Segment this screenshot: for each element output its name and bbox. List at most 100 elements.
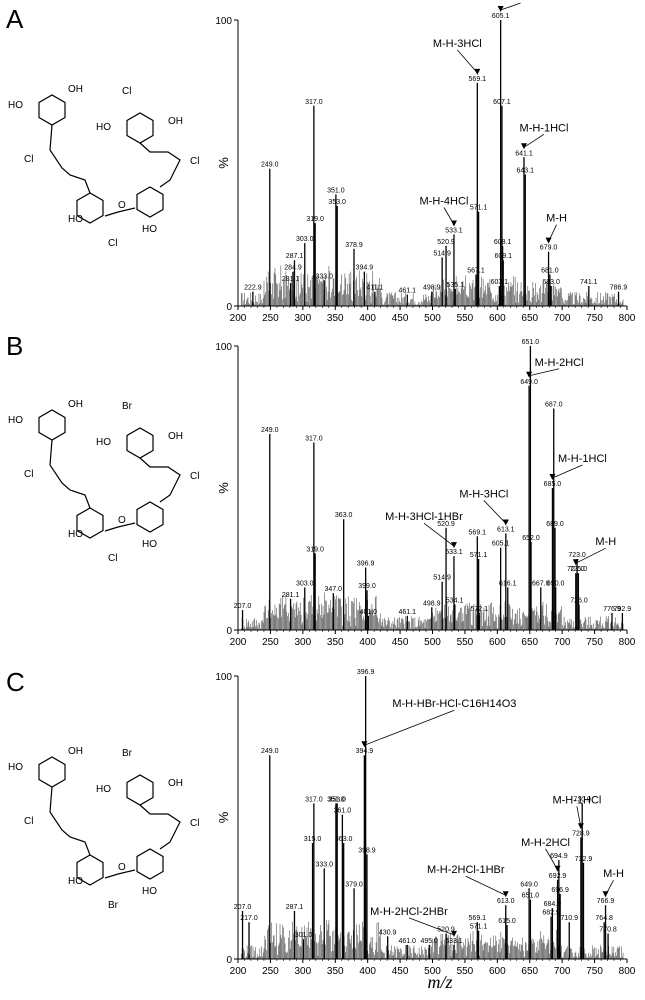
peak-label: 616.1 [499,580,517,587]
peak-label: 317.0 [305,796,323,803]
peak-label: 603.1 [491,279,509,286]
peak-label: 217.0 [240,915,258,922]
peak-label: 353.0 [328,796,346,803]
ring-1 [38,94,66,126]
x-tick-label: 250 [262,313,279,324]
atom-label: Cl [108,553,117,564]
peak-label: 721.0 [567,566,585,573]
peak-label: 401.0 [360,609,378,616]
ion-annotation: M-H-HBr-HCl-C16H14O3 [392,698,516,710]
ion-arrow [500,2,521,11]
y-axis-title: % [216,482,231,494]
ion-annotation: M-H-2HCl [535,357,584,369]
x-tick-label: 700 [554,313,571,324]
atom-label: O [118,862,126,873]
peak-label: 643.1 [517,167,535,174]
ion-annotation: M-H-1HCl [520,122,569,134]
x-tick-label: 300 [294,966,311,977]
chain-2 [139,457,181,503]
y-axis-title: % [216,811,231,823]
ring-1 [38,756,66,788]
atom-label: Cl [108,238,117,249]
y-axis-title: % [216,157,231,169]
peak-label: 690.0 [547,580,565,587]
peak-label: 533.1 [445,549,463,556]
peak-label: 347.0 [325,586,343,593]
x-tick-label: 550 [457,966,474,977]
ion-arrowhead [520,143,527,150]
ion-annotation: M-H-3HCl [459,488,508,500]
ion-arrow [465,875,506,896]
peak-label: 684.9 [544,901,562,908]
atom-label: Br [122,401,133,412]
peak-label: 608.1 [494,239,512,246]
peak-label: 319.0 [306,216,324,223]
peak-label: 687.0 [545,401,563,408]
ion-arrow [552,464,583,479]
peak-label: 651.0 [522,339,540,346]
x-tick-label: 400 [359,313,376,324]
ion-arrow [575,547,606,564]
atom-label: OH [168,431,183,442]
x-tick-label: 500 [424,637,441,648]
peak-label: 571.1 [470,552,488,559]
atom-label: Cl [122,86,131,97]
peak-label: 430.9 [379,929,397,936]
peak-label: 396.9 [357,669,375,676]
atom-label: HO [68,876,83,887]
x-tick-label: 700 [554,637,571,648]
ring-3 [76,507,104,539]
ion-annotation: M-H-2HCl-1HBr [427,864,505,876]
x-tick-label: 450 [392,966,409,977]
peak-label: 520.9 [437,521,455,528]
peak-label: 569.1 [469,529,487,536]
ion-arrowhead [545,237,552,244]
peak-label: 363.0 [335,836,353,843]
ring-4 [136,848,164,880]
peak-label: 786.9 [610,285,628,292]
peak-label: 792.9 [614,606,632,613]
x-tick-label: 600 [489,966,506,977]
x-tick-label: 300 [294,637,311,648]
ion-arrowhead [450,220,457,227]
peak-label: 222.9 [244,285,262,292]
atom-label: OH [168,778,183,789]
peak-label: 682.9 [542,910,560,917]
ion-annotation: M-H-2HCl-2HBr [370,906,448,918]
x-tick-label: 600 [489,637,506,648]
peak-label: 607.1 [493,99,511,106]
ion-annotation: M-H-1HCl [558,453,607,465]
peak-label: 207.0 [234,904,252,911]
ether-bond [104,207,136,217]
peak-label: 301.0 [295,932,313,939]
peak-label: 287.1 [286,904,304,911]
atom-label: Cl [24,469,33,480]
ion-annotation: M-H-2HCl [496,0,545,3]
ion-annotation: M-H-1HCl [552,794,601,806]
ion-arrow [523,133,545,148]
chain-1 [49,786,91,856]
atom-label: HO [96,122,111,133]
chain-1 [49,124,91,194]
atom-label: Cl [190,818,199,829]
x-tick-label: 350 [327,313,344,324]
peak-label: 685.0 [544,481,562,488]
atom-label: HO [8,415,23,426]
x-tick-label: 650 [521,313,538,324]
peak-label: 571.1 [470,205,488,212]
ion-arrow [529,368,560,377]
y-tick-label: 0 [226,302,232,313]
peak-label: 651.0 [522,893,540,900]
panel-letter-b: B [6,331,23,361]
x-tick-label: 300 [294,313,311,324]
atom-label: Br [108,900,119,911]
peak-label: 652.0 [522,535,540,542]
atom-label: HO [68,529,83,540]
peak-label: 533.1 [445,938,463,945]
peak-label: 495.0 [420,938,438,945]
atom-label: OH [68,399,83,410]
ion-arrow [423,522,455,547]
y-tick-label: 0 [226,626,232,637]
peak-label: 567.1 [467,268,485,275]
